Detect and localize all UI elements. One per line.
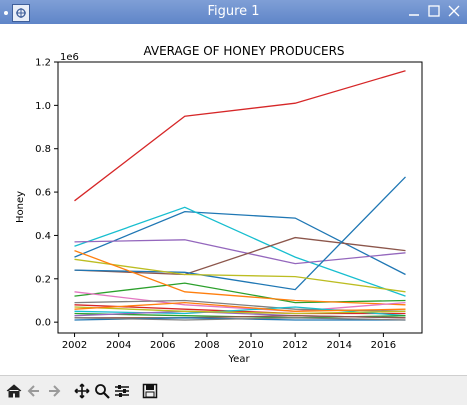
forward-icon[interactable] (44, 381, 64, 401)
y-tick-label: 0.2 (35, 274, 51, 285)
navigation-toolbar (0, 375, 467, 405)
x-tick-label: 2010 (238, 340, 263, 351)
app-icon[interactable] (12, 4, 30, 22)
y-tick-label: 0.4 (35, 231, 51, 242)
minimize-icon[interactable] (405, 2, 423, 20)
y-tick-label: 0.0 (35, 318, 51, 329)
titlebar-left (4, 4, 30, 22)
window-title: Figure 1 (207, 4, 260, 19)
y-tick-label: 0.6 (35, 188, 51, 199)
back-icon[interactable] (24, 381, 44, 401)
series-line-1 (74, 70, 406, 202)
y-tick-label: 1.0 (35, 101, 51, 112)
chart-title: AVERAGE OF HONEY PRODUCERS (143, 44, 344, 58)
series-line-5 (74, 236, 406, 276)
y-tick-label: 0.8 (35, 144, 51, 155)
x-tick-label: 2002 (62, 340, 87, 351)
x-tick-label: 2014 (327, 340, 352, 351)
window-titlebar[interactable]: Figure 1 (0, 0, 467, 25)
series-line-2 (74, 210, 406, 276)
y-axis-label: Honey (15, 191, 26, 223)
series-line-7 (74, 258, 406, 293)
x-tick-label: 2006 (150, 340, 175, 351)
pan-icon[interactable] (72, 381, 92, 401)
series-line-16 (74, 315, 406, 319)
series-line-4 (74, 239, 406, 265)
series-line-3 (74, 206, 406, 297)
window-controls (405, 2, 463, 20)
x-axis-label: Year (227, 354, 250, 365)
y-tick-label: 1.2 (35, 58, 51, 69)
figure-canvas[interactable]: AVERAGE OF HONEY PRODUCERS 1e6 Year Hone… (0, 24, 467, 375)
series-line-17 (74, 306, 406, 315)
series-line-19 (74, 301, 406, 312)
series-line-20 (74, 317, 406, 321)
series-line-8 (74, 282, 406, 304)
plot-area-frame (57, 61, 423, 334)
home-icon[interactable] (4, 381, 24, 401)
x-tick-label: 2008 (194, 340, 219, 351)
x-tick-label: 2016 (371, 340, 396, 351)
save-icon[interactable] (140, 381, 160, 401)
line-chart: AVERAGE OF HONEY PRODUCERS 1e6 Year Hone… (15, 44, 423, 365)
y-offset-label: 1e6 (60, 52, 79, 63)
zoom-icon[interactable] (92, 381, 112, 401)
window-menu-dot[interactable] (4, 11, 8, 15)
x-tick-label: 2004 (106, 340, 131, 351)
maximize-icon[interactable] (425, 2, 443, 20)
series-line-13 (74, 306, 406, 317)
x-tick-label: 2012 (282, 340, 307, 351)
configure-subplots-icon[interactable] (112, 381, 132, 401)
close-icon[interactable] (445, 2, 463, 20)
series-line-10 (74, 291, 406, 312)
chart-marks: 2002 2004 2006 2008 2010 2012 2014 2016 0.0 0.2 0.… (35, 58, 406, 351)
series-line-12 (74, 304, 406, 315)
series-line-9 (74, 249, 406, 306)
